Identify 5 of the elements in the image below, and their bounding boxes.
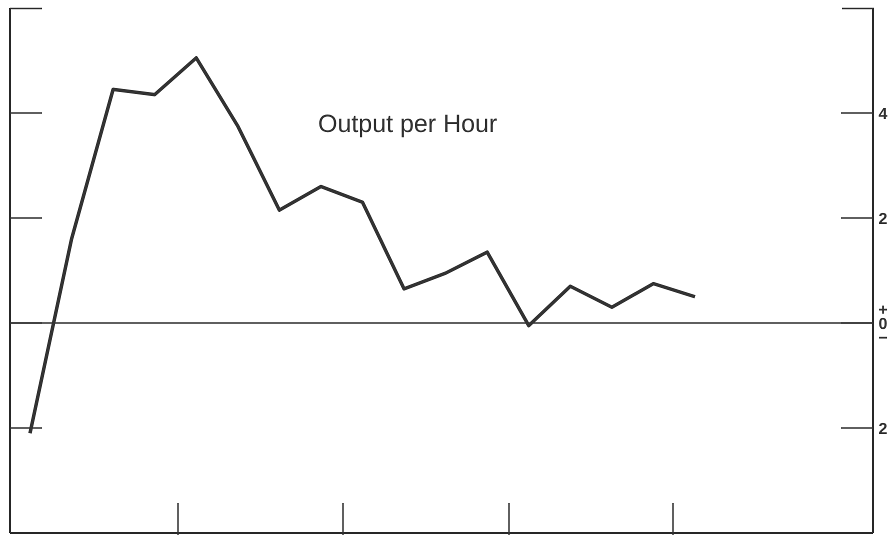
y-tick-label: 2 [878, 421, 888, 438]
text: Output per Hour [318, 110, 498, 139]
y-tick-label: 2 [878, 211, 888, 228]
y-tick-label: + 0 − [878, 302, 888, 347]
y-tick-label: 4 [878, 106, 888, 123]
